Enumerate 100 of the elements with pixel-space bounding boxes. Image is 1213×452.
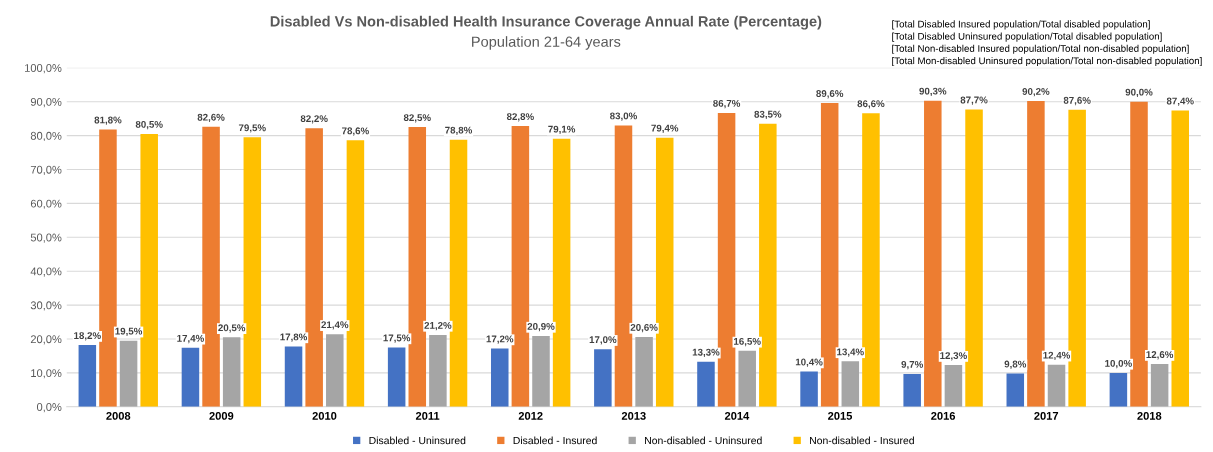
data-label: 13,4% [837,348,864,357]
bar [78,345,97,407]
chart-subtitle: Population 21-64 years [472,36,621,50]
bar [635,336,653,407]
y-tick-label: 0,0% [36,403,62,413]
data-label: 17,2% [486,335,514,344]
y-tick-label: 100,0% [25,64,62,74]
x-tick-label: 2013 [621,411,646,420]
bar [965,109,983,407]
bar [862,113,880,407]
data-label: 17,4% [177,334,204,344]
bar [1006,373,1025,407]
data-label: 86,6% [857,100,885,109]
x-tick-label: 2009 [209,411,234,420]
data-label: 83,5% [754,110,782,120]
legend-label: Disabled - Insured [513,436,597,445]
bar [243,137,262,407]
bar [429,334,447,407]
bar [841,361,860,407]
data-label: 18,2% [74,332,101,341]
data-label: 20,5% [218,324,246,333]
bar [387,347,406,407]
bar [181,347,200,407]
legend-label: Non-disabled - Insured [810,436,914,445]
data-label: 89,6% [816,90,844,99]
data-label: 90,2% [1022,88,1050,97]
data-label: 9,8% [1004,360,1027,369]
data-label: 82,8% [506,113,534,122]
bar [903,373,921,407]
y-tick-label: 30,0% [30,301,62,311]
bar [1027,101,1045,407]
bar [1130,101,1148,407]
data-label: 86,7% [713,99,741,109]
chart-title: Disabled Vs Non-disabled Health Insurance Coverage Annual Rate (Percentage) [270,15,822,30]
legend-label: Disabled - Uninsured [369,436,466,445]
y-tick-label: 10,0% [31,369,62,379]
x-tick-label: 2017 [1034,411,1059,420]
bar [944,365,963,407]
data-label: 21,4% [321,321,349,330]
y-tick-label: 50,0% [30,233,62,243]
data-label: 81,8% [94,116,122,125]
data-label: 80,5% [135,120,163,130]
bar [99,129,117,407]
x-tick-label: 2016 [931,411,956,420]
x-tick-label: 2012 [518,411,543,420]
legend-label: Non-disabled - Uninsured [645,436,762,445]
data-label: 87,7% [960,96,988,105]
x-tick-label: 2011 [415,411,440,420]
bar [202,126,220,407]
data-label: 78,6% [342,127,369,136]
bar [1171,110,1190,407]
x-tick-label: 2015 [828,411,853,420]
data-label: 82,2% [300,115,328,124]
data-label: 78,8% [445,126,473,135]
bar [326,334,344,407]
data-label: 83,0% [610,112,638,121]
bar [738,350,756,407]
bar [532,335,550,407]
data-label: 9,7% [901,360,923,370]
data-label: 17,0% [589,336,617,345]
data-label: 21,2% [424,321,452,331]
data-label: 16,5% [734,337,761,347]
data-label: 90,3% [919,87,947,96]
data-label: 20,9% [527,322,555,332]
x-tick-label: 2018 [1137,411,1162,420]
bar [222,337,241,407]
data-label: 87,4% [1166,97,1194,106]
data-label: 12,4% [1043,351,1071,361]
bar [759,123,777,407]
data-label: 17,8% [280,333,308,342]
data-label: 90,0% [1125,88,1153,98]
data-label: 20,6% [630,323,658,333]
y-tick-label: 70,0% [30,165,62,175]
data-label: 17,5% [383,334,411,343]
bar [1047,364,1066,407]
data-label: 79,5% [238,124,266,133]
bar [140,133,158,407]
data-label: 82,5% [403,114,431,123]
data-label: 79,1% [548,125,576,134]
data-label: 12,3% [940,352,967,361]
y-tick-label: 90,0% [30,97,62,108]
data-label: 10,0% [1105,359,1132,369]
data-label: 12,6% [1146,351,1174,360]
bar [305,128,323,407]
bar [1109,372,1128,407]
data-label: 19,5% [115,327,143,337]
y-tick-label: 20,0% [30,335,62,345]
bar [119,340,138,407]
bar [1068,109,1086,407]
x-tick-label: 2014 [724,411,750,420]
data-label: 79,4% [651,124,679,133]
x-tick-label: 2008 [106,411,131,420]
bar [490,348,509,407]
text: [Total Disabled Insured population/Total disabled population] [Total Disabled Uninsured population/Total disabled population] [Total Non-disabled Insured population/Total non-disabled population] [Total Mon-disabled Uninsured population/Total non-disabled population] [892,20,1202,67]
bar [594,349,612,407]
data-label: 10,4% [795,358,823,367]
y-tick-label: 60,0% [30,199,62,209]
data-label: 13,3% [692,348,720,358]
bar [697,361,715,407]
bar [800,371,818,407]
